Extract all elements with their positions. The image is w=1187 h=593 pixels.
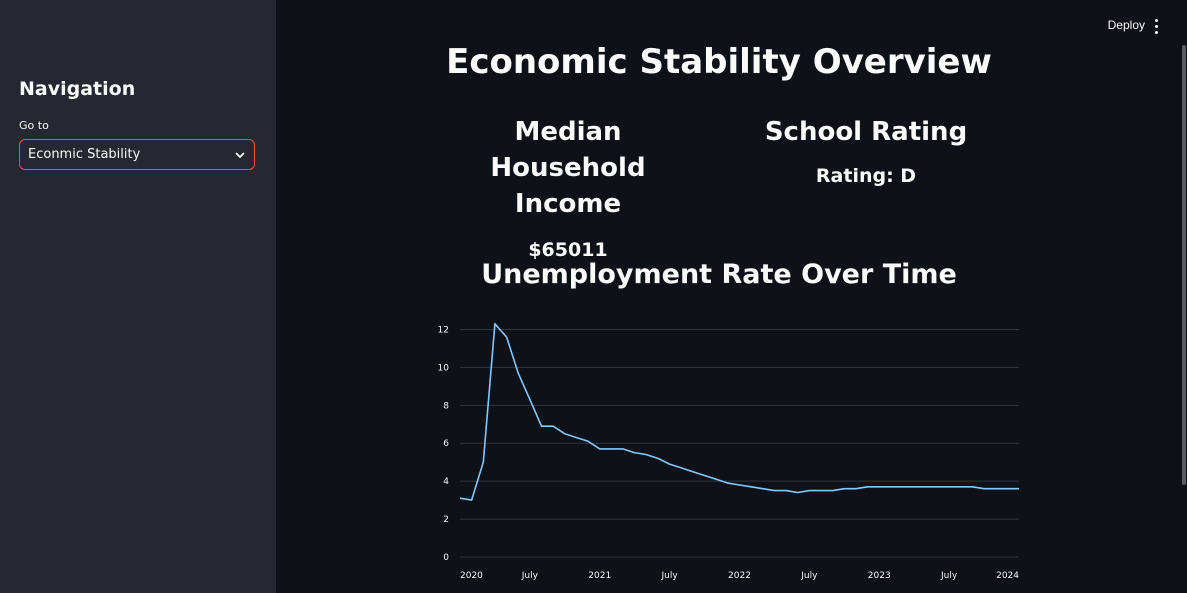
vertical-ellipsis-icon[interactable] bbox=[1151, 17, 1161, 35]
unemployment-line-chart: 0 2 4 6 8 10 12 2020 July 2021 July 2022 July 2023 Jul… bbox=[438, 322, 1019, 581]
page-select-value: Econmic Stability bbox=[28, 147, 141, 162]
income-metric: Median Household Income $65011 bbox=[448, 114, 688, 261]
scrollbar[interactable] bbox=[1179, 0, 1187, 593]
y-tick-label: 10 bbox=[438, 363, 450, 373]
y-tick-label: 0 bbox=[443, 553, 449, 563]
page-title: Economic Stability Overview bbox=[446, 42, 992, 82]
income-value: $65011 bbox=[528, 239, 608, 261]
y-tick-label: 6 bbox=[443, 439, 449, 449]
y-tick-label: 2 bbox=[443, 515, 449, 525]
y-tick-label: 4 bbox=[443, 477, 449, 487]
x-tick-label: 2022 bbox=[728, 571, 751, 581]
chart-title: Unemployment Rate Over Time bbox=[481, 259, 957, 290]
x-tick-label: July bbox=[661, 571, 679, 581]
school-value: Rating: D bbox=[815, 165, 917, 187]
select-label: Go to bbox=[19, 119, 49, 132]
x-tick-label: July bbox=[940, 571, 958, 581]
x-tick-label: 2023 bbox=[868, 571, 891, 581]
income-heading: Median Household Income bbox=[490, 117, 646, 219]
series-line-unemployment bbox=[459, 322, 1019, 501]
x-tick-label: July bbox=[521, 571, 539, 581]
scrollbar-thumb[interactable] bbox=[1182, 45, 1186, 485]
chevron-down-icon bbox=[234, 149, 246, 161]
page-select[interactable]: Econmic Stability bbox=[19, 139, 255, 170]
y-tick-label: 12 bbox=[438, 325, 449, 335]
school-metric: School Rating Rating: D bbox=[756, 114, 976, 187]
y-tick-label: 8 bbox=[443, 401, 449, 411]
x-tick-label: 2024 bbox=[996, 571, 1019, 581]
deploy-button[interactable]: Deploy bbox=[1107, 18, 1145, 32]
x-tick-label: July bbox=[800, 571, 818, 581]
school-heading: School Rating bbox=[764, 117, 968, 147]
main-area: Deploy Economic Stability Overview Media… bbox=[276, 0, 1187, 593]
x-tick-label: 2020 bbox=[460, 571, 483, 581]
sidebar: Navigation Go to Econmic Stability bbox=[0, 0, 276, 593]
sidebar-title: Navigation bbox=[19, 78, 136, 100]
x-tick-label: 2021 bbox=[588, 571, 611, 581]
